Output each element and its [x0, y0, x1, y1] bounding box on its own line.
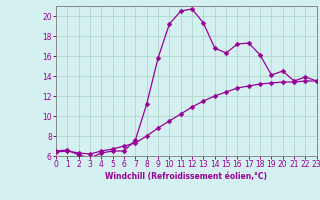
X-axis label: Windchill (Refroidissement éolien,°C): Windchill (Refroidissement éolien,°C): [105, 172, 268, 181]
